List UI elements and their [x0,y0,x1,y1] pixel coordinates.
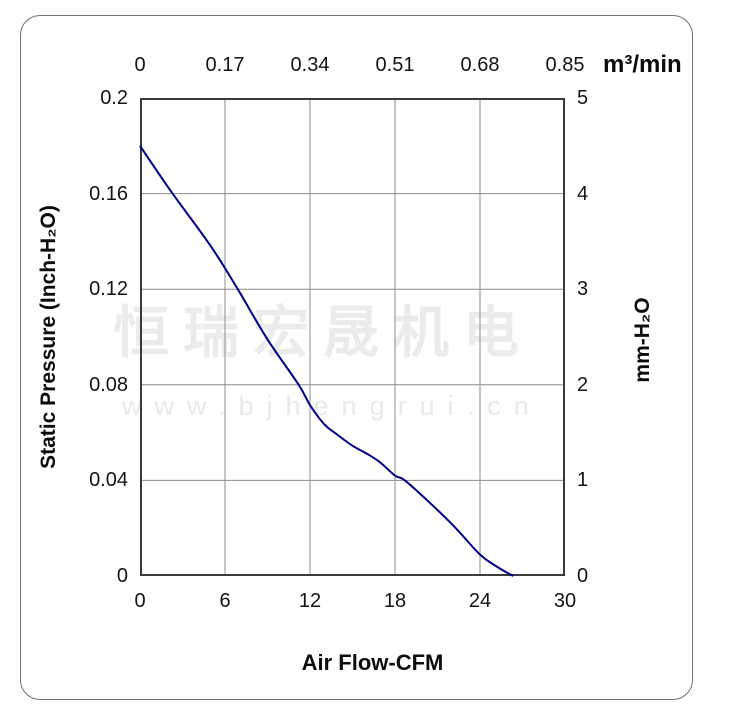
right-axis-tick: 5 [577,87,589,109]
plot-border [140,98,565,576]
gridlines [140,98,565,576]
right-axis-tick: 2 [577,373,589,396]
bottom-axis-tick: 12 [298,590,322,612]
curve-svg [139,98,565,577]
left-axis-tick: 0 [116,565,128,587]
bottom-axis-tick: 0 [134,590,146,612]
figure-border [20,15,693,700]
right-axis-tick: 3 [577,278,589,301]
left-axis-label: Static Pressure (Inch-H₂O) [37,205,60,469]
right-axis-tick: 4 [577,182,589,205]
left-axis-tick: 0.2 [100,87,128,109]
left-axis-tick: 0.08 [89,373,128,396]
top-axis-unit-label: m³/min [603,51,682,78]
bottom-axis-tick: 18 [383,590,407,612]
top-axis-tick: 0.34 [290,54,330,76]
right-axis-tick: 1 [577,469,589,492]
left-axis-tick: 0.12 [89,278,128,301]
top-axis-tick: 0.68 [460,54,500,76]
watermark-url: www.bjhengrui.cn [122,391,542,421]
bottom-axis-label: Air Flow-CFM [301,650,444,675]
top-axis-tick: 0 [134,54,146,76]
left-axis-tick: 0.16 [89,182,128,205]
left-axis-tick: 0.04 [89,469,128,492]
bottom-axis-tick: 6 [219,590,231,612]
bottom-axis-tick: 30 [553,590,577,612]
right-axis-label: mm-H₂O [631,297,654,383]
top-axis-tick: 0.51 [375,54,415,76]
pressure-curve [139,145,514,577]
plot-area [139,98,565,577]
bottom-axis-tick: 24 [468,590,492,612]
top-axis-tick: 0.17 [205,54,245,76]
watermark-text: 恒瑞宏晟机电 [113,301,533,364]
right-axis-tick: 0 [577,565,589,587]
top-axis-tick: 0.85 [545,54,585,76]
